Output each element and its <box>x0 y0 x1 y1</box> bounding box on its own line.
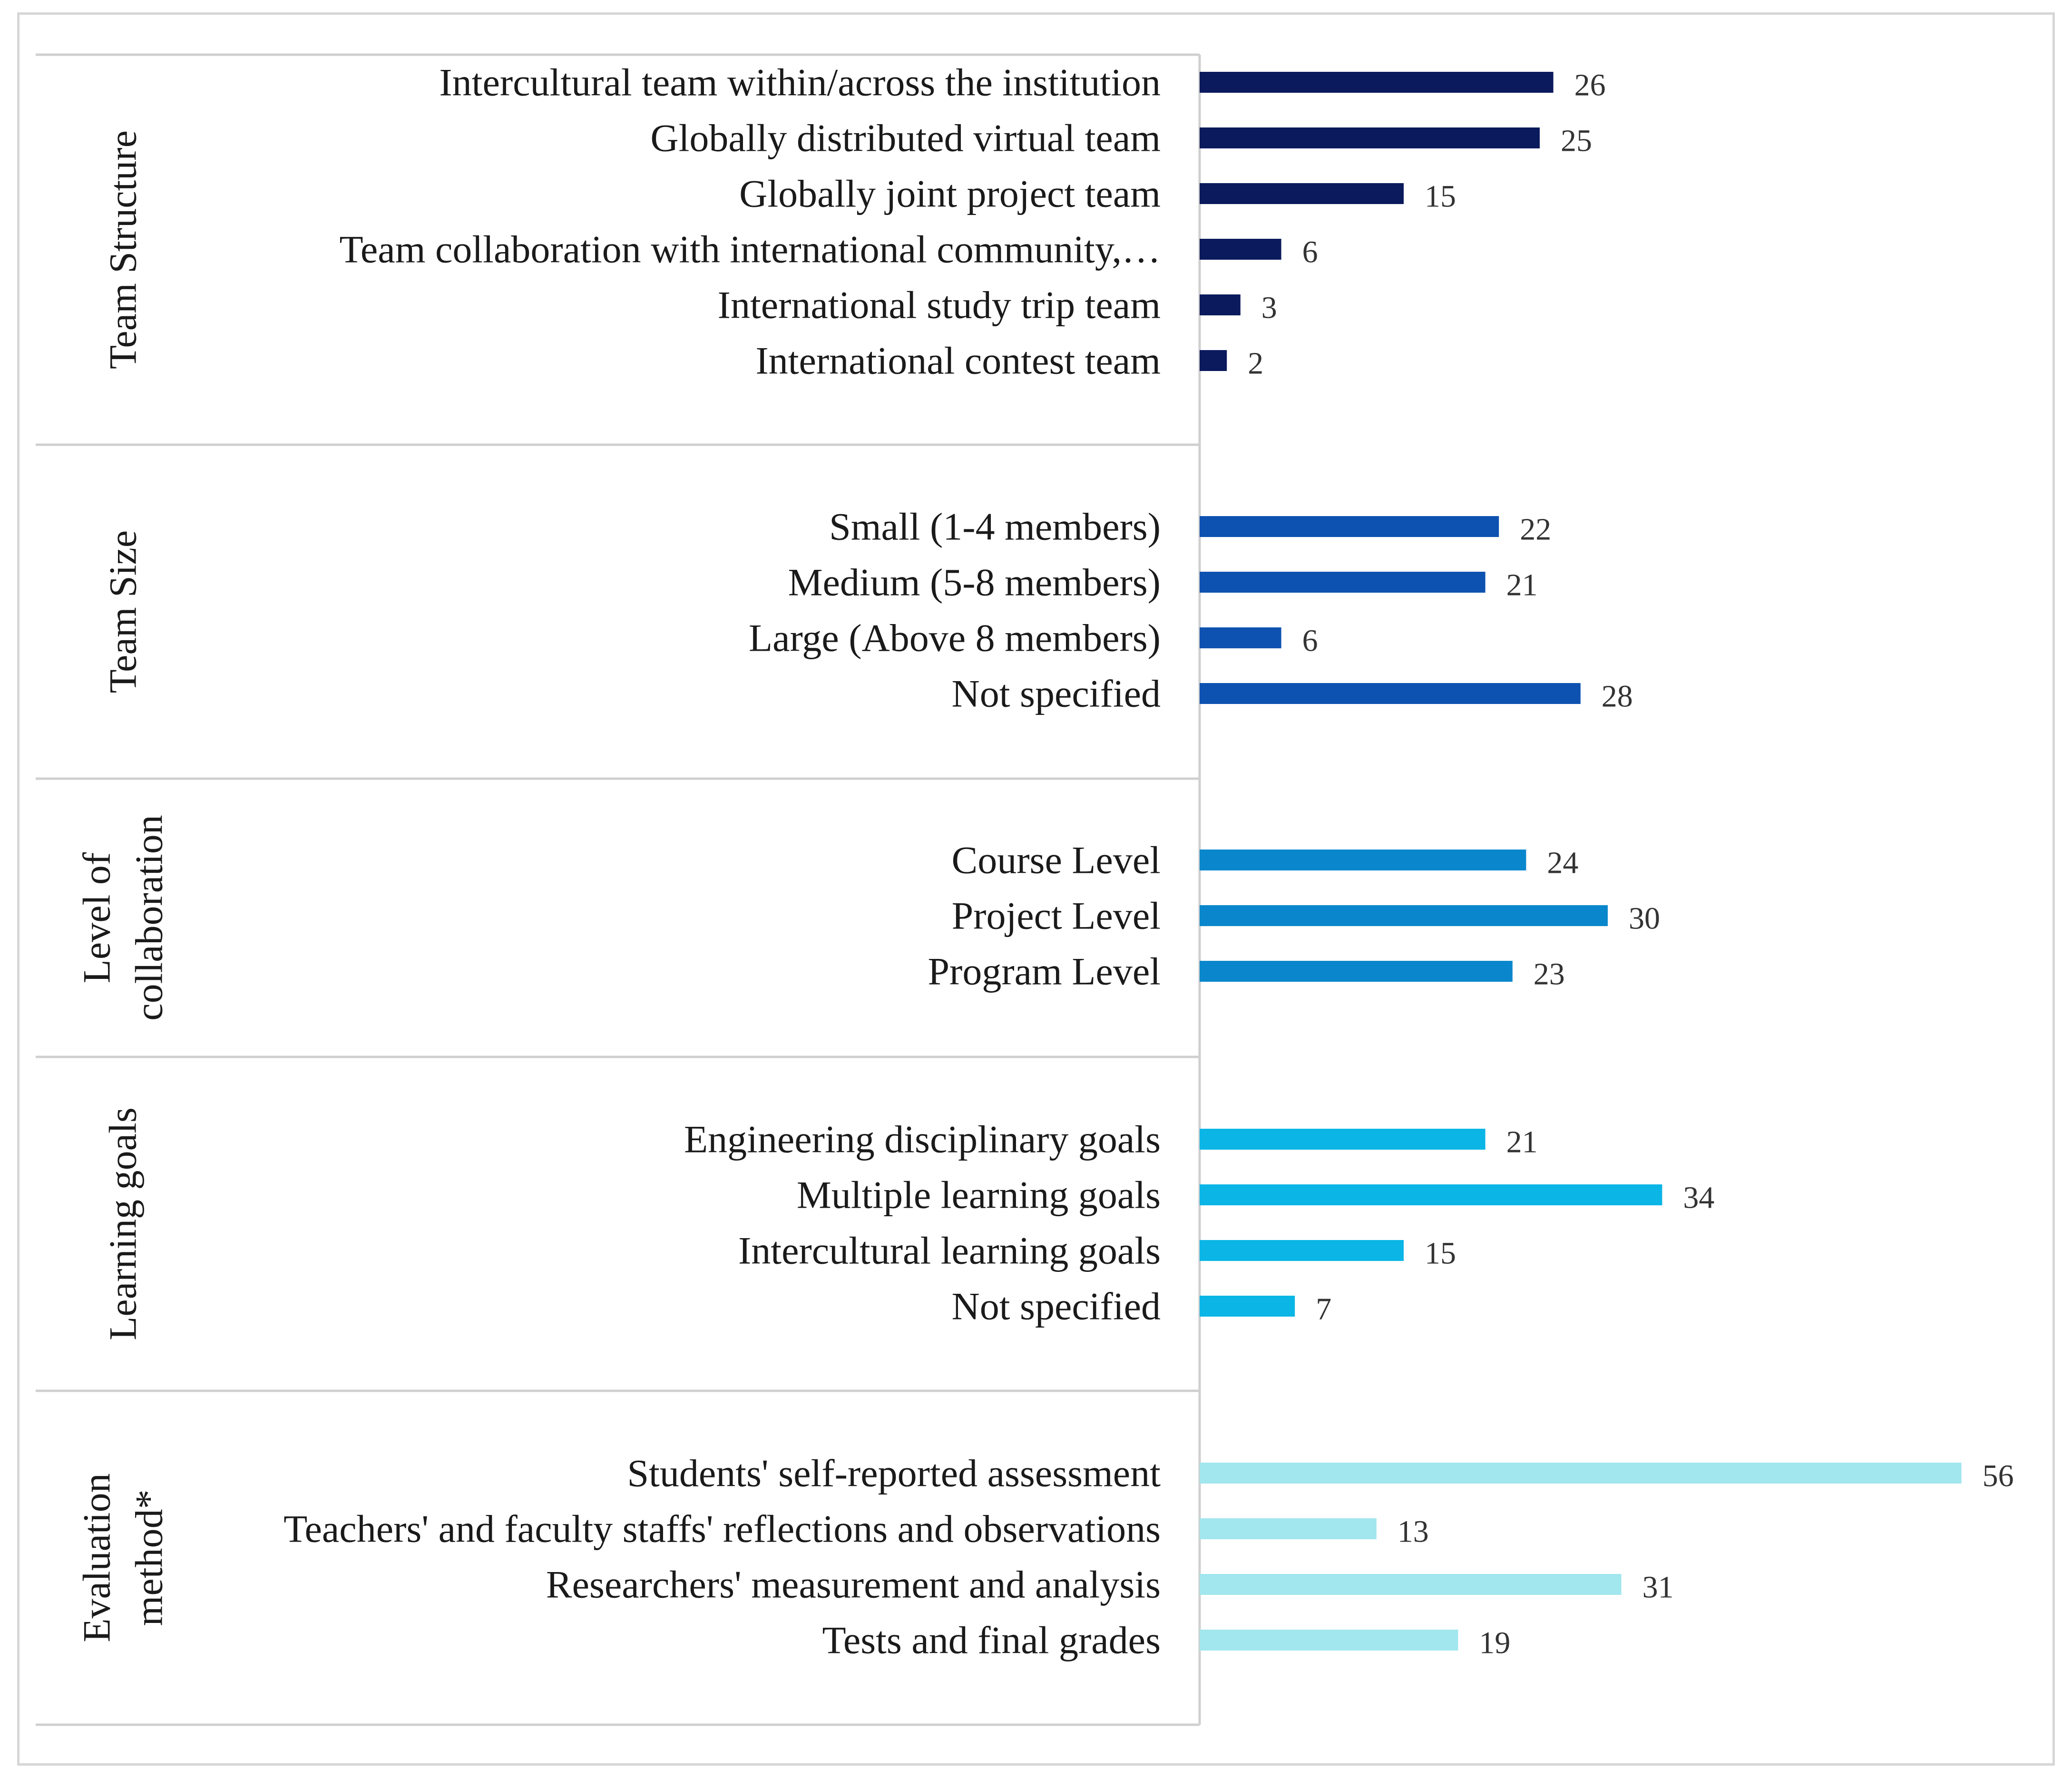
bar <box>1200 350 1227 371</box>
value-label: 2 <box>1248 346 1263 381</box>
category-label: Course Level <box>952 839 1161 882</box>
category-label: Researchers' measurement and analysis <box>546 1563 1161 1606</box>
value-label: 15 <box>1425 1236 1456 1271</box>
bar <box>1200 1129 1486 1150</box>
bar <box>1200 1296 1295 1317</box>
value-label: 26 <box>1574 68 1606 103</box>
category-label: Project Level <box>952 894 1161 938</box>
category-label: Intercultural learning goals <box>738 1229 1161 1272</box>
bar <box>1200 627 1281 648</box>
value-label: 7 <box>1316 1292 1331 1327</box>
category-label: Medium (5-8 members) <box>788 561 1161 604</box>
value-label: 15 <box>1425 179 1456 214</box>
category-label: Not specified <box>952 672 1161 715</box>
bar <box>1200 1463 1962 1484</box>
category-label: International contest team <box>755 339 1161 382</box>
bar <box>1200 516 1499 537</box>
value-label: 19 <box>1479 1626 1510 1661</box>
value-label: 56 <box>1983 1459 2014 1494</box>
group-title: Evaluation <box>75 1473 118 1642</box>
category-label: Small (1-4 members) <box>829 505 1161 548</box>
value-label: 30 <box>1629 901 1660 936</box>
bar <box>1200 72 1554 93</box>
value-label: 25 <box>1561 124 1592 158</box>
value-label: 6 <box>1302 624 1318 658</box>
group-title: method* <box>127 1490 171 1626</box>
category-label: Intercultural team within/across the ins… <box>439 61 1161 104</box>
value-label: 22 <box>1520 512 1551 547</box>
bar <box>1200 1240 1404 1261</box>
value-label: 21 <box>1506 568 1538 603</box>
value-label: 6 <box>1302 235 1318 270</box>
category-label: Globally joint project team <box>739 172 1161 215</box>
bar <box>1200 961 1513 982</box>
bar <box>1200 183 1404 204</box>
value-label: 3 <box>1261 291 1277 325</box>
group-title: Level of <box>75 852 118 983</box>
value-label: 13 <box>1398 1514 1429 1549</box>
category-label: Not specified <box>952 1285 1161 1328</box>
value-label: 34 <box>1683 1181 1714 1215</box>
value-label: 24 <box>1547 846 1578 880</box>
category-label: Globally distributed virtual team <box>650 117 1161 160</box>
category-label: Teachers' and faculty staffs' reflection… <box>283 1507 1161 1551</box>
value-label: 23 <box>1534 957 1565 992</box>
category-label: Engineering disciplinary goals <box>684 1118 1161 1161</box>
group-title: collaboration <box>127 815 171 1021</box>
category-label: Students' self-reported assessment <box>627 1452 1161 1495</box>
category-label: Tests and final grades <box>822 1619 1161 1662</box>
bar <box>1200 1518 1377 1539</box>
bar <box>1200 294 1241 315</box>
bar <box>1200 850 1526 870</box>
category-label: Multiple learning goals <box>797 1173 1161 1217</box>
bar <box>1200 127 1540 148</box>
bar <box>1200 905 1608 926</box>
bar <box>1200 1630 1458 1651</box>
value-label: 28 <box>1602 679 1633 714</box>
bar <box>1200 1184 1662 1205</box>
value-label: 21 <box>1506 1125 1538 1160</box>
category-label: Program Level <box>928 950 1161 993</box>
category-label: Team collaboration with international co… <box>340 228 1161 271</box>
bar <box>1200 683 1581 704</box>
group-title: Team Size <box>101 530 145 694</box>
category-label: Large (Above 8 members) <box>749 616 1161 660</box>
bar <box>1200 1574 1622 1595</box>
value-label: 31 <box>1642 1570 1674 1605</box>
group-title: Learning goals <box>101 1107 145 1340</box>
bar <box>1200 572 1486 593</box>
bar <box>1200 239 1281 260</box>
category-label: International study trip team <box>718 283 1161 327</box>
group-title: Team Structure <box>101 130 145 369</box>
